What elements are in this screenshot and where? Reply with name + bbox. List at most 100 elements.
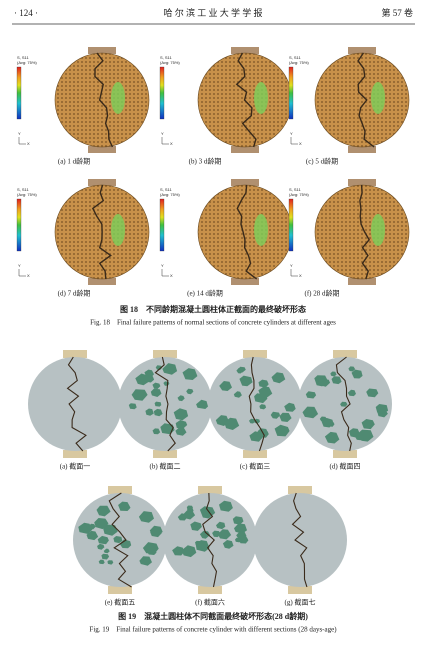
loading-plate bbox=[88, 278, 116, 285]
crack bbox=[236, 184, 258, 280]
aggregate bbox=[172, 546, 185, 556]
panel-label: (f) 截面六 bbox=[195, 598, 225, 607]
loading-plate bbox=[243, 450, 267, 458]
aggregate bbox=[94, 518, 109, 530]
aggregate bbox=[236, 531, 247, 540]
specimen bbox=[314, 184, 410, 280]
axis-label: X bbox=[27, 141, 30, 146]
aggregate bbox=[181, 545, 197, 558]
aggregate bbox=[199, 530, 211, 539]
aggregate bbox=[340, 401, 348, 407]
crack bbox=[66, 356, 87, 452]
aggregate bbox=[330, 371, 337, 377]
legend-title: S, S11 bbox=[289, 187, 301, 192]
aggregate bbox=[190, 521, 202, 531]
loading-plate bbox=[231, 146, 259, 153]
aggregate bbox=[175, 420, 188, 430]
aggregate bbox=[305, 391, 317, 399]
aggregate bbox=[232, 516, 244, 525]
journal-name: 哈 尔 滨 工 业 大 学 学 报 bbox=[163, 7, 262, 18]
panel-label: (b) 3 d龄期 bbox=[189, 157, 222, 166]
aggregate bbox=[222, 540, 234, 549]
loading-plate bbox=[231, 47, 259, 54]
panel-label: (d) 截面四 bbox=[330, 462, 361, 471]
legend-subtitle: (Avg: 75%) bbox=[289, 192, 309, 197]
aggregate bbox=[270, 411, 281, 419]
aggregate bbox=[216, 521, 226, 530]
aggregate bbox=[274, 424, 290, 437]
legend-subtitle: (Avg: 75%) bbox=[160, 60, 180, 65]
loading-plate bbox=[108, 486, 132, 494]
stress-zone bbox=[371, 214, 385, 246]
panel-label: (b) 截面二 bbox=[150, 462, 181, 471]
loading-plate bbox=[288, 486, 312, 494]
panel-label: (a) 截面一 bbox=[60, 462, 91, 471]
aggregate bbox=[219, 381, 232, 391]
legend-subtitle: (Avg: 75%) bbox=[17, 60, 37, 65]
crack bbox=[235, 52, 257, 148]
legend-title: S, S11 bbox=[289, 55, 301, 60]
aggregate bbox=[173, 408, 189, 421]
specimen bbox=[54, 52, 150, 148]
panel-label: (e) 截面五 bbox=[105, 598, 136, 607]
volume: 第 57 卷 bbox=[381, 7, 413, 18]
loading-plate bbox=[348, 278, 376, 285]
aggregate bbox=[107, 560, 114, 565]
aggregate bbox=[118, 501, 131, 511]
axis-label: Y bbox=[290, 131, 293, 136]
aggregate bbox=[196, 399, 208, 409]
section bbox=[28, 357, 122, 451]
aggregate bbox=[348, 366, 356, 372]
stress-zone bbox=[111, 214, 125, 246]
aggregate bbox=[284, 402, 296, 412]
aggregate bbox=[145, 408, 154, 416]
aggregate bbox=[152, 428, 161, 435]
panel-label: (d) 7 d龄期 bbox=[58, 289, 91, 298]
stress-zone bbox=[371, 82, 385, 114]
stress-zone bbox=[254, 214, 268, 246]
color-bar bbox=[16, 198, 22, 252]
loading-plate bbox=[348, 146, 376, 153]
aggregate bbox=[182, 368, 198, 380]
aggregate bbox=[375, 404, 389, 414]
aggregate bbox=[279, 412, 292, 422]
aggregate bbox=[154, 401, 162, 407]
axis-label: X bbox=[299, 141, 302, 146]
aggregate bbox=[103, 524, 118, 536]
aggregate bbox=[235, 537, 242, 543]
legend-title: S, S11 bbox=[160, 187, 172, 192]
specimen bbox=[314, 52, 410, 148]
loading-plate bbox=[88, 146, 116, 153]
aggregate bbox=[97, 543, 105, 550]
aggregate bbox=[135, 373, 150, 386]
loading-plate bbox=[153, 450, 177, 458]
aggregate bbox=[224, 417, 240, 430]
color-bar bbox=[159, 198, 165, 252]
aggregate bbox=[186, 505, 193, 511]
legend-title: S, S11 bbox=[17, 187, 29, 192]
axis-label: X bbox=[170, 141, 173, 146]
aggregate bbox=[219, 500, 233, 512]
aggregate bbox=[234, 523, 247, 534]
aggregate bbox=[366, 388, 379, 398]
aggregate bbox=[131, 389, 148, 401]
aggregate bbox=[361, 419, 375, 430]
crack bbox=[91, 184, 112, 280]
aggregate bbox=[97, 535, 109, 545]
panel-label: (c) 5 d龄期 bbox=[306, 157, 338, 166]
crack bbox=[335, 356, 352, 452]
figure-caption: 图 19 混凝土圆柱体不同截面最终破坏形态(28 d龄期) bbox=[118, 611, 308, 621]
axis-label: X bbox=[299, 273, 302, 278]
aggregate bbox=[258, 379, 269, 388]
loading-plate bbox=[231, 179, 259, 186]
crack bbox=[154, 356, 176, 452]
aggregate bbox=[152, 382, 161, 389]
axis-label: X bbox=[170, 273, 173, 278]
aggregate bbox=[321, 417, 334, 428]
aggregate bbox=[324, 431, 340, 444]
aggregate bbox=[318, 378, 324, 383]
aggregate bbox=[331, 376, 342, 385]
loading-plate bbox=[153, 350, 177, 358]
axis-label: Y bbox=[290, 263, 293, 268]
